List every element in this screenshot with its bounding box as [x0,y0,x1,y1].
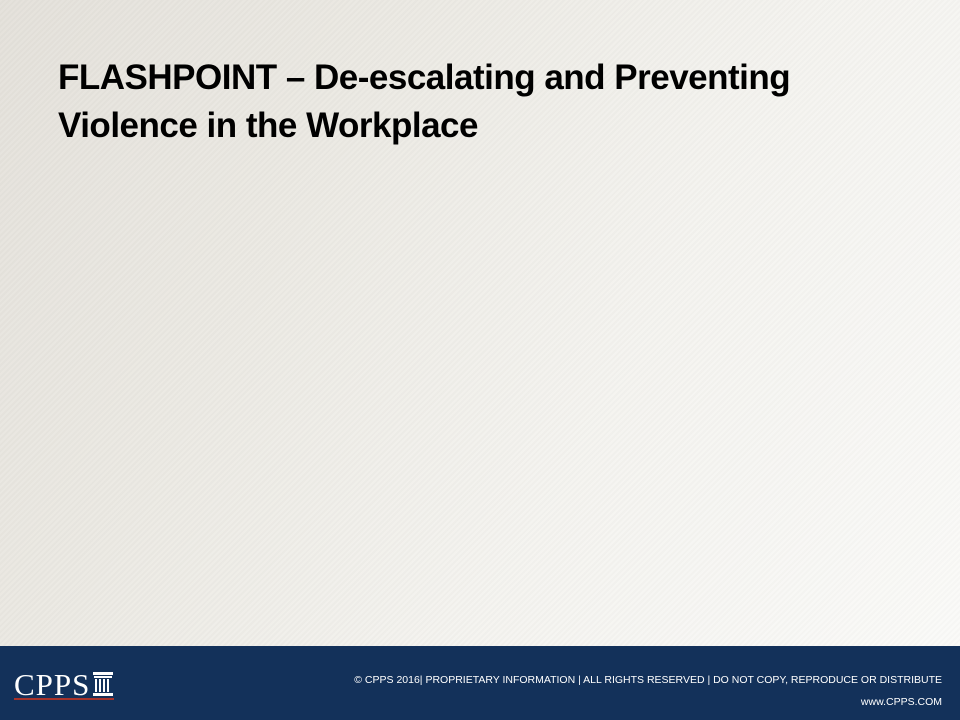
slide-title: FLASHPOINT – De-escalating and Preventin… [58,54,918,150]
logo-text: CPPS [14,667,91,702]
copyright-notice: © CPPS 2016| PROPRIETARY INFORMATION | A… [354,674,942,686]
cpps-logo: CPPS [14,664,114,702]
slide-footer: CPPS © CPPS 2016| PROPRIETARY INFORMATIO… [0,646,960,720]
website-link[interactable]: www.CPPS.COM [860,696,942,708]
pillar-icon [93,672,114,696]
slide-title-line-2: Violence in the Workplace [58,106,478,145]
slide-title-line-1: FLASHPOINT – De-escalating and Preventin… [58,58,791,97]
logo-underline [14,698,114,700]
